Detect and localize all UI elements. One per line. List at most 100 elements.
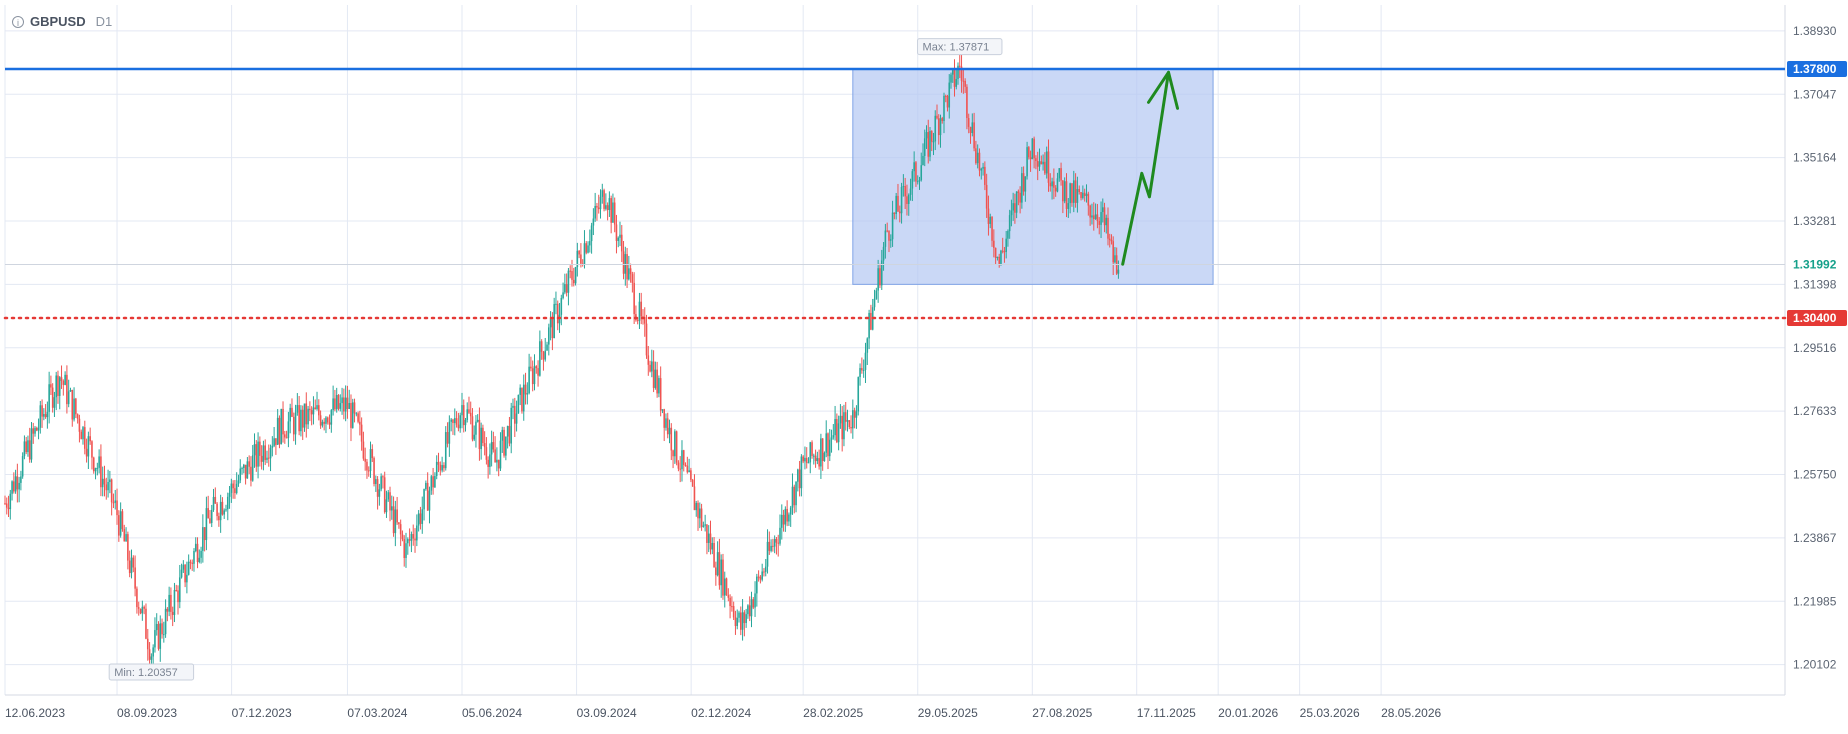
candle-body-up [889,239,892,241]
candle-body-up [510,407,513,444]
candle-body-up [210,509,213,524]
candle-body-down [906,196,908,204]
candle-body-up [549,318,552,328]
candle-body-up [834,419,836,436]
candle-body-up [750,599,753,617]
candle-body-down [915,162,917,182]
candle-body-down [739,612,742,630]
candle-body-up [243,464,245,469]
candle-body-down [439,464,442,471]
candle-body-down [725,578,728,596]
candle-body-down [848,420,851,428]
candle-body-down [772,545,774,547]
candle-body-down [84,427,86,449]
candle-body-up [332,398,334,411]
candle-body-down [941,118,944,122]
candle-body-down [713,542,715,568]
candle-body-down [508,425,511,444]
candle-body-down [898,211,901,214]
candle-body-down [757,576,760,578]
candle-body-up [599,196,602,210]
candle-body-up [448,421,451,444]
timeframe-label: D1 [95,14,113,29]
candle-body-up [996,256,999,258]
range-box-layer [852,68,1214,285]
candle-body-down [373,458,375,484]
candle-body-up [1008,215,1011,232]
candle-body-up [410,534,413,541]
candle-body-down [1053,181,1055,188]
candle-body-up [913,162,915,172]
candle-body-down [626,254,628,280]
candle-body-down [91,441,93,458]
candle-body-up [154,630,156,648]
candle-body-down [103,478,106,485]
candle-body-up [909,188,912,195]
candle-body-down [232,483,234,489]
candle-body-up [830,437,833,440]
candle-body-up [212,496,215,510]
candle-body-up [539,341,541,376]
candle-body-down [478,419,481,450]
candle-body-down [663,409,666,428]
candle-body-up [1007,231,1009,239]
candle-body-down [1014,203,1016,213]
candle-body-down [1017,191,1020,193]
candle-body-up [385,499,388,513]
candle-body-up [1012,203,1014,211]
y-tick-label: 1.37047 [1793,87,1837,101]
candle-body-down [535,366,538,369]
candle-body-up [434,475,436,488]
candle-body-down [443,465,445,469]
candle-body-up [241,468,243,470]
info-icon[interactable]: i [12,15,24,28]
candle-body-down [620,234,623,252]
candle-body-up [178,577,181,603]
candle-body-down [652,361,655,388]
candle-body-up [466,409,469,420]
candle-body-down [893,212,896,215]
candle-body-down [603,190,605,209]
candle-body-down [255,444,258,467]
candle-body-up [971,122,974,134]
candle-body-up [594,205,596,219]
candle-body-down [1112,241,1115,263]
candle-body-up [1076,189,1079,203]
candle-body-down [1110,239,1113,242]
candle-body-down [640,301,643,317]
support-price-tag-bg [1787,310,1847,327]
candle-body-up [53,397,56,408]
candle-body-up [820,438,822,467]
candle-body-up [453,418,456,424]
candle-body-up [423,489,425,510]
candle-body-up [592,218,595,226]
candle-body-down [471,416,474,440]
candle-body-up [574,267,577,284]
candle-body-down [524,384,527,395]
candle-body-up [528,366,530,394]
forecast-arrow-head [1147,70,1180,110]
grid-lines [4,5,1786,696]
candle-body-up [1015,191,1018,213]
candle-body-up [699,508,701,519]
candle-body-up [922,155,924,166]
candle-body-up [546,344,548,351]
y-tick-label: 1.29516 [1793,341,1837,355]
candle-body-down [572,279,575,284]
candle-body-down [1108,238,1111,240]
candle-body-down [836,419,838,443]
candle-body-down [610,198,612,223]
x-tick-label: 27.08.2025 [1032,706,1092,720]
candle-body-up [825,433,828,453]
candle-body-down [92,457,95,472]
candle-body-down [267,457,270,459]
candle-body-up [695,502,698,511]
candle-body-down [148,649,151,660]
candle-body-down [1087,193,1090,206]
candle-body-down [301,409,304,428]
candle-body-down [1044,161,1046,174]
candle-body-up [11,481,13,494]
candle-body-up [1026,147,1028,177]
